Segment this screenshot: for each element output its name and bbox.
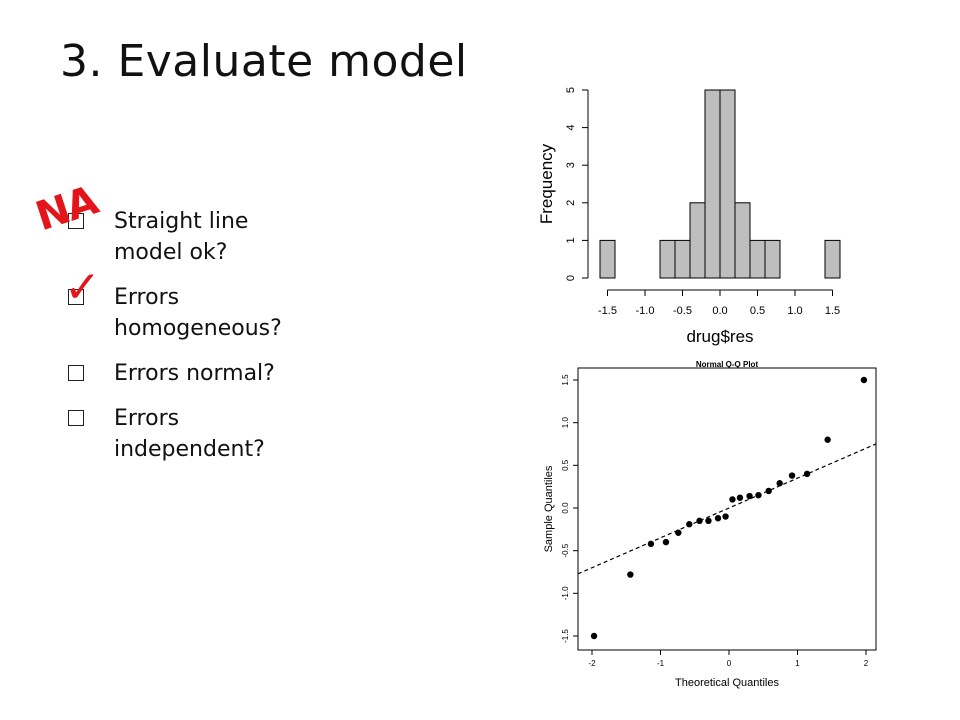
data-point	[647, 540, 655, 548]
x-tick-label: 2	[864, 659, 869, 668]
histogram-bar	[674, 239, 691, 279]
plot-frame	[577, 367, 877, 651]
slide-title: 3. Evaluate model	[60, 36, 468, 87]
data-point	[705, 517, 712, 524]
y-tick-label: 2	[565, 200, 577, 206]
checklist-item: Errors normal?	[68, 358, 368, 389]
histogram-bar	[764, 239, 781, 279]
reference-line	[577, 443, 877, 575]
x-tick-label: -0.5	[673, 305, 692, 317]
x-tick-label: 0	[727, 659, 732, 668]
checklist-item-label: Errors homogeneous?	[114, 285, 282, 341]
histogram-bar	[704, 89, 721, 279]
checklist-item-label: Straight line model ok?	[114, 209, 249, 265]
checklist-item: Straight line model ok?	[68, 206, 368, 268]
checkbox[interactable]	[68, 289, 84, 305]
histogram-chart: -1.5 -1.0 -0.5 0.0 0.5 1.0 1.5 0 1 2 3 4 5 drug$res Fr…	[537, 87, 841, 346]
histogram-bar	[659, 239, 676, 279]
x-tick-label: -1.5	[598, 305, 617, 317]
data-point	[736, 494, 744, 501]
data-point	[675, 529, 682, 536]
x-tick-label: 0.0	[712, 305, 727, 317]
data-point	[662, 538, 670, 546]
y-tick-label: -1.0	[561, 586, 570, 600]
x-tick-label: 1	[795, 659, 800, 668]
data-point	[824, 436, 831, 443]
histogram-bar	[824, 239, 841, 279]
checklist: Straight line model ok? Errors homogeneo…	[68, 206, 368, 479]
checklist-item: Errors independent?	[68, 403, 368, 465]
y-tick-label: 5	[565, 87, 577, 93]
histogram-bar	[749, 239, 766, 279]
data-point	[788, 472, 796, 479]
data-point	[590, 632, 598, 640]
y-tick-label: 0.5	[561, 459, 570, 471]
checkbox[interactable]	[68, 213, 84, 229]
x-tick-label: -2	[588, 659, 596, 668]
data-point	[755, 492, 762, 499]
histogram-bar	[689, 202, 706, 279]
y-tick-label: -0.5	[561, 543, 570, 557]
y-tick-label: 1	[565, 237, 577, 243]
data-point	[746, 492, 753, 500]
x-tick-label: 1.5	[825, 305, 840, 317]
data-point	[776, 480, 783, 487]
y-axis-label: Frequency	[537, 143, 556, 224]
data-point	[765, 487, 772, 495]
data-point	[860, 376, 868, 384]
x-tick-label: -1	[657, 659, 665, 668]
checklist-item-label: Errors independent?	[114, 406, 265, 462]
data-point	[627, 571, 634, 578]
histogram-bar	[734, 202, 751, 279]
y-tick-label: 0.0	[561, 502, 570, 514]
data-point	[722, 513, 729, 520]
data-point	[714, 515, 722, 522]
chart-title: Normal Q-Q Plot	[696, 360, 759, 369]
y-tick-label: 1.0	[561, 417, 570, 429]
checklist-item-label: Errors normal?	[114, 361, 275, 386]
y-tick-label: 1.5	[561, 374, 570, 386]
y-tick-label: -1.5	[561, 629, 570, 643]
checkbox[interactable]	[68, 410, 84, 426]
y-tick-label: 0	[565, 275, 577, 281]
y-tick-label: 3	[565, 162, 577, 168]
x-axis-label: Theoretical Quantiles	[675, 677, 779, 689]
data-point	[729, 496, 736, 503]
x-tick-label: 0.5	[750, 305, 765, 317]
y-tick-label: 4	[565, 125, 577, 131]
x-tick-label: -1.0	[636, 305, 655, 317]
y-axis-label: Sample Quantiles	[543, 465, 555, 552]
checkbox[interactable]	[68, 365, 84, 381]
data-point	[803, 470, 811, 478]
qq-plot-chart: Normal Q-Q Plot -2 -1 0 1 2 -1.5 -1.0 -0.5 0.0 0.5…	[543, 360, 877, 689]
histogram-bar	[719, 89, 736, 279]
x-axis-label: drug$res	[686, 327, 753, 346]
x-tick-label: 1.0	[787, 305, 802, 317]
checkmark-icon: ✓	[64, 262, 101, 313]
data-point	[686, 521, 693, 528]
histogram-bar	[599, 239, 616, 279]
data-point	[696, 517, 703, 524]
checklist-item: Errors homogeneous?	[68, 282, 368, 344]
